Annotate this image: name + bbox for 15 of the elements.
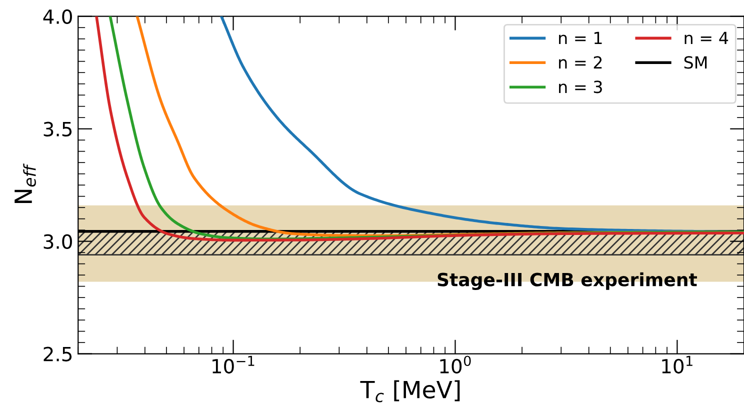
y-tick-label: 2.5 <box>44 346 72 362</box>
y-tick-label: 4.0 <box>43 9 72 24</box>
legend-label: n = 3 <box>559 80 602 94</box>
annotation: Stage-III CMB experiment <box>438 272 697 290</box>
y-tick-label: 3.5 <box>44 122 72 136</box>
legend-label: n = 1 <box>559 32 602 44</box>
legend-label: n = 4 <box>684 32 728 44</box>
x-axis-title: T$_{c}$ [MeV] <box>360 380 460 402</box>
x-tick-label: 10$^{0}$ <box>440 356 471 374</box>
y-tick-label: 3.0 <box>44 234 72 249</box>
legend-label: SM <box>684 56 707 69</box>
x-tick-label: 10$^{1}$ <box>662 356 692 374</box>
x-tick-label: 10$^{−1}$ <box>212 356 254 374</box>
legend-label: n = 2 <box>559 56 602 68</box>
y-axis-title: N$_{eff}$ <box>14 163 36 203</box>
